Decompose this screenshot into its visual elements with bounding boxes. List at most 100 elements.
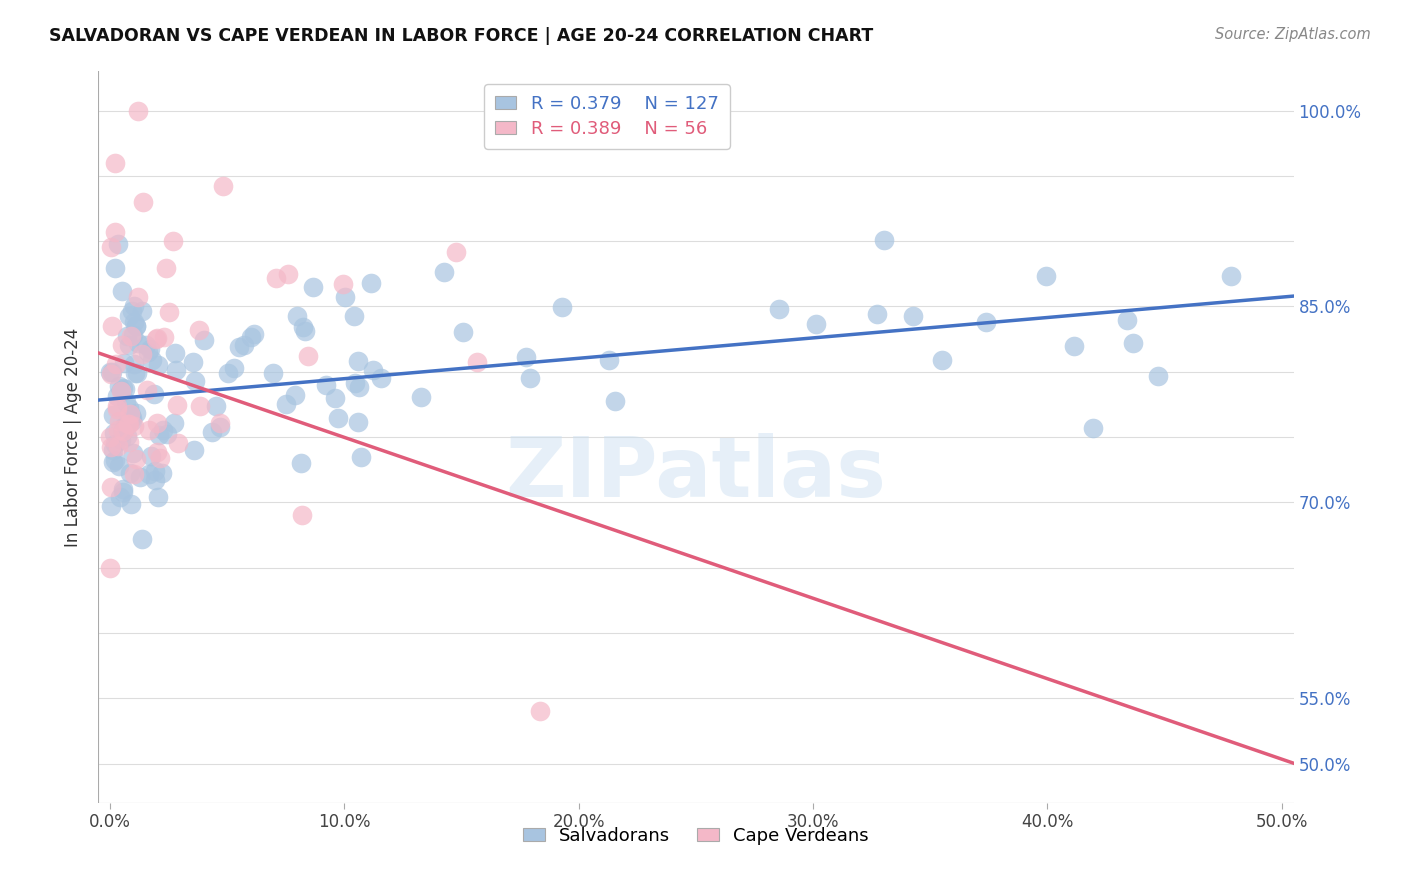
Point bbox=[100, 318, 122, 333]
Point bbox=[333, 290, 356, 304]
Point bbox=[131, 304, 153, 318]
Point bbox=[101, 365, 124, 379]
Point bbox=[107, 423, 129, 437]
Point bbox=[100, 499, 122, 513]
Point bbox=[120, 407, 142, 421]
Point bbox=[101, 455, 124, 469]
Point bbox=[98, 430, 121, 444]
Point bbox=[217, 366, 239, 380]
Point bbox=[127, 335, 149, 350]
Point bbox=[100, 240, 122, 254]
Point bbox=[146, 331, 169, 345]
Point bbox=[146, 358, 169, 372]
Point bbox=[124, 366, 146, 380]
Point bbox=[110, 384, 132, 398]
Point bbox=[122, 299, 145, 313]
Point bbox=[108, 379, 131, 393]
Point bbox=[446, 244, 468, 259]
Point bbox=[121, 414, 143, 428]
Point bbox=[121, 328, 143, 343]
Point bbox=[361, 363, 384, 377]
Point bbox=[104, 156, 127, 170]
Point bbox=[107, 458, 129, 473]
Point bbox=[208, 416, 231, 430]
Point bbox=[105, 400, 128, 414]
Point bbox=[1220, 269, 1243, 284]
Point bbox=[370, 371, 392, 385]
Point bbox=[104, 225, 127, 239]
Point bbox=[974, 315, 997, 329]
Point bbox=[118, 309, 141, 323]
Point bbox=[112, 482, 135, 496]
Point bbox=[901, 309, 924, 323]
Point bbox=[127, 290, 149, 304]
Point bbox=[806, 317, 828, 331]
Point bbox=[347, 415, 370, 429]
Point bbox=[132, 194, 155, 209]
Point bbox=[1063, 339, 1085, 353]
Point bbox=[117, 417, 139, 432]
Point bbox=[1081, 421, 1104, 435]
Point bbox=[120, 410, 142, 425]
Point bbox=[141, 353, 163, 368]
Point bbox=[148, 450, 170, 465]
Point bbox=[118, 434, 141, 449]
Point bbox=[157, 305, 180, 319]
Point bbox=[222, 361, 245, 376]
Point bbox=[150, 466, 173, 480]
Point bbox=[111, 424, 134, 438]
Point bbox=[193, 333, 215, 347]
Point bbox=[240, 330, 263, 344]
Point bbox=[360, 277, 382, 291]
Point bbox=[551, 300, 574, 314]
Point bbox=[873, 233, 896, 247]
Point bbox=[451, 326, 474, 340]
Point bbox=[98, 560, 121, 574]
Point bbox=[187, 323, 209, 337]
Point bbox=[134, 337, 156, 351]
Point bbox=[139, 342, 162, 356]
Point bbox=[163, 416, 186, 430]
Point bbox=[112, 424, 135, 438]
Point bbox=[603, 393, 626, 408]
Point bbox=[122, 467, 145, 481]
Point bbox=[110, 384, 132, 399]
Point bbox=[100, 480, 122, 494]
Point bbox=[122, 446, 145, 460]
Point bbox=[332, 277, 354, 291]
Point bbox=[166, 398, 188, 412]
Text: SALVADORAN VS CAPE VERDEAN IN LABOR FORCE | AGE 20-24 CORRELATION CHART: SALVADORAN VS CAPE VERDEAN IN LABOR FORC… bbox=[49, 27, 873, 45]
Point bbox=[183, 374, 205, 388]
Point bbox=[131, 346, 153, 360]
Point bbox=[163, 345, 186, 359]
Point bbox=[290, 456, 312, 470]
Point bbox=[148, 428, 170, 442]
Point bbox=[115, 329, 138, 343]
Point bbox=[112, 484, 135, 499]
Point bbox=[103, 425, 125, 440]
Point bbox=[343, 309, 366, 323]
Point bbox=[120, 497, 142, 511]
Point bbox=[124, 315, 146, 329]
Point bbox=[349, 450, 371, 465]
Point bbox=[433, 265, 456, 279]
Point bbox=[121, 328, 143, 343]
Y-axis label: In Labor Force | Age 20-24: In Labor Force | Age 20-24 bbox=[65, 327, 83, 547]
Point bbox=[131, 532, 153, 546]
Point bbox=[204, 400, 226, 414]
Point bbox=[409, 390, 432, 404]
Point bbox=[111, 338, 134, 352]
Point bbox=[243, 326, 266, 341]
Point bbox=[931, 352, 953, 367]
Point bbox=[143, 464, 166, 478]
Point bbox=[112, 356, 135, 370]
Point bbox=[208, 419, 231, 434]
Point bbox=[183, 355, 205, 369]
Point bbox=[125, 406, 148, 420]
Point bbox=[145, 445, 167, 459]
Point bbox=[768, 301, 790, 316]
Point bbox=[127, 366, 149, 380]
Point bbox=[121, 411, 143, 425]
Point bbox=[142, 386, 165, 401]
Point bbox=[343, 376, 366, 391]
